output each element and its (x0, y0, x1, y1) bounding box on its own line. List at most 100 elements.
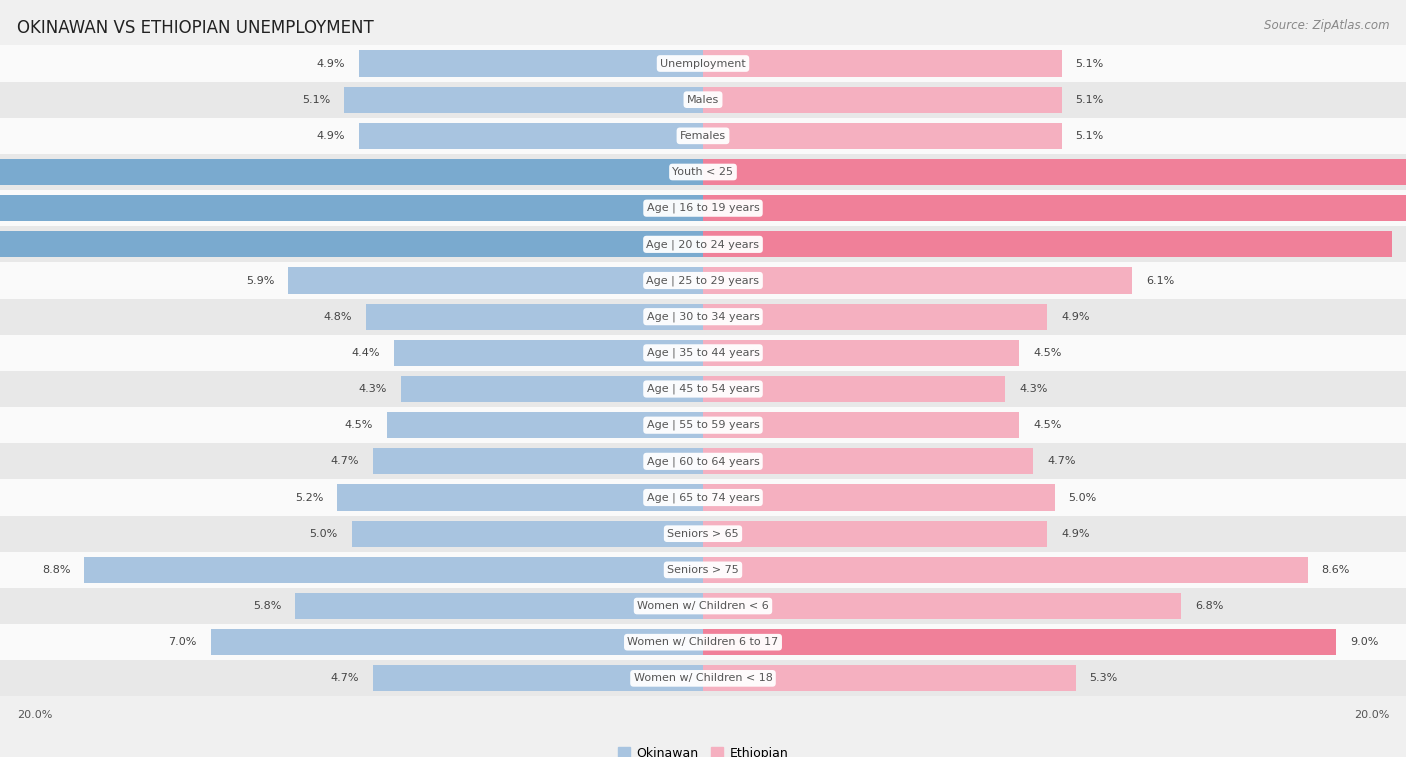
Text: 6.1%: 6.1% (1146, 276, 1174, 285)
Text: 4.5%: 4.5% (1033, 348, 1062, 358)
Bar (703, 123, 1062, 149)
Text: Age | 35 to 44 years: Age | 35 to 44 years (647, 347, 759, 358)
Text: 5.1%: 5.1% (1076, 58, 1104, 68)
Bar (0, 444, 1406, 479)
Bar (703, 340, 1019, 366)
Bar (0, 371, 1406, 407)
Bar (703, 665, 1076, 691)
Text: 20.0%: 20.0% (17, 710, 52, 721)
Bar (703, 267, 1132, 294)
Text: Age | 45 to 54 years: Age | 45 to 54 years (647, 384, 759, 394)
Bar (0, 660, 1406, 696)
Text: 6.8%: 6.8% (1195, 601, 1223, 611)
Text: 4.7%: 4.7% (330, 674, 359, 684)
Bar (401, 376, 703, 402)
Bar (0, 479, 1406, 516)
Bar (703, 86, 1062, 113)
Bar (0, 45, 1406, 82)
Bar (0, 263, 1406, 298)
Bar (337, 484, 703, 510)
Bar (0, 624, 1406, 660)
Text: Age | 16 to 19 years: Age | 16 to 19 years (647, 203, 759, 213)
Text: Seniors > 75: Seniors > 75 (666, 565, 740, 575)
Text: Age | 30 to 34 years: Age | 30 to 34 years (647, 311, 759, 322)
Text: 7.0%: 7.0% (169, 637, 197, 647)
Text: 5.1%: 5.1% (1076, 95, 1104, 104)
Bar (703, 51, 1062, 76)
Text: 5.1%: 5.1% (1076, 131, 1104, 141)
Bar (703, 412, 1019, 438)
Text: Women w/ Children < 6: Women w/ Children < 6 (637, 601, 769, 611)
Text: Females: Females (681, 131, 725, 141)
Text: Source: ZipAtlas.com: Source: ZipAtlas.com (1264, 19, 1389, 32)
Bar (211, 629, 703, 656)
Bar (288, 267, 703, 294)
Text: Age | 55 to 59 years: Age | 55 to 59 years (647, 420, 759, 431)
Bar (295, 593, 703, 619)
Bar (373, 448, 703, 475)
Bar (366, 304, 703, 330)
Bar (359, 123, 703, 149)
Text: 9.0%: 9.0% (1350, 637, 1378, 647)
Bar (0, 190, 1406, 226)
Text: Males: Males (688, 95, 718, 104)
Text: OKINAWAN VS ETHIOPIAN UNEMPLOYMENT: OKINAWAN VS ETHIOPIAN UNEMPLOYMENT (17, 19, 374, 37)
Text: 4.5%: 4.5% (1033, 420, 1062, 430)
Bar (703, 593, 1181, 619)
Text: 4.9%: 4.9% (1062, 528, 1090, 539)
Bar (703, 232, 1392, 257)
Text: 8.6%: 8.6% (1322, 565, 1350, 575)
Bar (0, 118, 1406, 154)
Bar (0, 298, 1406, 335)
Text: 4.9%: 4.9% (316, 58, 344, 68)
Text: 8.8%: 8.8% (42, 565, 70, 575)
Text: 4.5%: 4.5% (344, 420, 373, 430)
Text: Age | 20 to 24 years: Age | 20 to 24 years (647, 239, 759, 250)
Text: Age | 65 to 74 years: Age | 65 to 74 years (647, 492, 759, 503)
Bar (703, 521, 1047, 547)
Bar (703, 557, 1308, 583)
Text: 4.9%: 4.9% (316, 131, 344, 141)
Bar (0, 154, 1406, 190)
Bar (0, 335, 1406, 371)
Bar (703, 484, 1054, 510)
Text: 4.8%: 4.8% (323, 312, 352, 322)
Text: Youth < 25: Youth < 25 (672, 167, 734, 177)
Text: Women w/ Children < 18: Women w/ Children < 18 (634, 674, 772, 684)
Bar (703, 448, 1033, 475)
Bar (0, 588, 1406, 624)
Text: Seniors > 65: Seniors > 65 (668, 528, 738, 539)
Text: 20.0%: 20.0% (1354, 710, 1389, 721)
Text: 4.3%: 4.3% (359, 384, 387, 394)
Text: 5.1%: 5.1% (302, 95, 330, 104)
Bar (84, 557, 703, 583)
Bar (0, 195, 703, 221)
Text: 4.7%: 4.7% (330, 456, 359, 466)
Text: 5.0%: 5.0% (309, 528, 337, 539)
Legend: Okinawan, Ethiopian: Okinawan, Ethiopian (613, 742, 793, 757)
Text: 5.8%: 5.8% (253, 601, 281, 611)
Bar (387, 412, 703, 438)
Bar (344, 86, 703, 113)
Text: Age | 25 to 29 years: Age | 25 to 29 years (647, 276, 759, 285)
Bar (359, 51, 703, 76)
Bar (0, 516, 1406, 552)
Bar (703, 195, 1406, 221)
Bar (703, 159, 1406, 185)
Text: 4.9%: 4.9% (1062, 312, 1090, 322)
Text: 5.2%: 5.2% (295, 493, 323, 503)
Text: 5.9%: 5.9% (246, 276, 274, 285)
Bar (0, 226, 1406, 263)
Bar (352, 521, 703, 547)
Text: 5.0%: 5.0% (1069, 493, 1097, 503)
Bar (703, 376, 1005, 402)
Text: Women w/ Children 6 to 17: Women w/ Children 6 to 17 (627, 637, 779, 647)
Bar (373, 665, 703, 691)
Bar (0, 159, 703, 185)
Text: 4.3%: 4.3% (1019, 384, 1047, 394)
Text: Unemployment: Unemployment (661, 58, 745, 68)
Text: 4.7%: 4.7% (1047, 456, 1076, 466)
Bar (703, 629, 1336, 656)
Text: 5.3%: 5.3% (1090, 674, 1118, 684)
Bar (0, 552, 1406, 588)
